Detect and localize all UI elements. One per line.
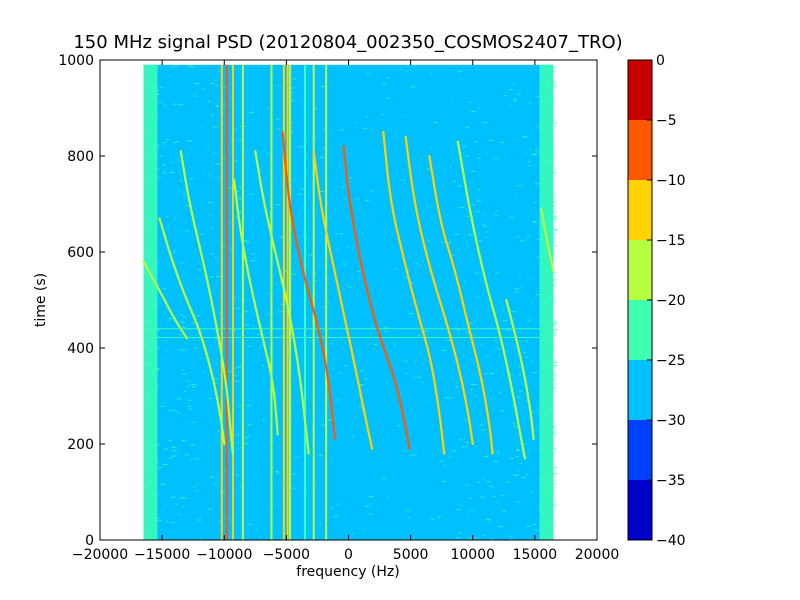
- y-axis-ticks: 0 200 400 600 800 1000: [58, 53, 597, 549]
- doppler-trace: [505, 298, 535, 441]
- y-tick-label: 0: [85, 533, 94, 549]
- doppler-trace: [281, 130, 336, 441]
- colorbar-band: [628, 480, 652, 540]
- doppler-trace: [456, 140, 526, 460]
- x-tick-label: −5000: [263, 547, 310, 563]
- doppler-trace: [158, 217, 226, 446]
- y-tick-label: 800: [67, 149, 94, 165]
- y-tick-label: 400: [67, 341, 94, 357]
- colorbar: 0 −5 −10 −15 −20 −25 −30 −35 −40: [627, 53, 686, 549]
- doppler-trace: [179, 150, 234, 455]
- colorbar-band: [628, 180, 652, 240]
- colorbar-tick-label: −15: [656, 233, 686, 249]
- colorbar-tick-label: −40: [656, 533, 686, 549]
- colorbar-tick-label: −5: [656, 113, 677, 129]
- colorbar-band: [628, 300, 652, 360]
- doppler-trace: [404, 135, 474, 446]
- colorbar-tick-label: −20: [656, 293, 686, 309]
- doppler-trace: [254, 150, 310, 455]
- x-tick-label: −15000: [134, 547, 190, 563]
- chart-title: 150 MHz signal PSD (20120804_002350_COSM…: [73, 32, 622, 53]
- colorbar-tick-label: −25: [656, 353, 686, 369]
- colorbar-tick-label: 0: [656, 53, 665, 69]
- doppler-trace: [382, 130, 446, 455]
- x-tick-label: 5000: [393, 547, 429, 563]
- doppler-trace: [142, 260, 189, 340]
- heatmap-plot-area: [142, 64, 559, 541]
- doppler-trace: [540, 207, 555, 273]
- colorbar-band: [628, 420, 652, 480]
- x-axis-label: frequency (Hz): [296, 564, 399, 580]
- colorbar-tick-label: −35: [656, 473, 686, 489]
- colorbar-tick-label: −30: [656, 413, 686, 429]
- left-edge-band: [143, 64, 158, 541]
- y-tick-label: 200: [67, 437, 94, 453]
- doppler-trace: [312, 150, 374, 450]
- y-tick-label: 1000: [58, 53, 94, 69]
- colorbar-tick-label: −10: [656, 173, 686, 189]
- y-axis-label: time (s): [33, 273, 49, 327]
- x-tick-label: 20000: [575, 547, 620, 563]
- colorbar-band: [628, 240, 652, 300]
- x-tick-label: 0: [344, 547, 353, 563]
- x-tick-label: 15000: [513, 547, 558, 563]
- colorbar-band: [628, 360, 652, 420]
- y-tick-label: 600: [67, 245, 94, 261]
- noise-texture: [143, 65, 559, 540]
- x-axis-ticks: −20000 −15000 −10000 −5000 0 5000 10000 15000 20…: [72, 60, 619, 563]
- x-tick-label: 10000: [450, 547, 495, 563]
- colorbar-band: [628, 60, 652, 120]
- x-tick-label: −10000: [196, 547, 252, 563]
- doppler-trace: [233, 178, 279, 436]
- colorbar-band: [628, 120, 652, 180]
- x-tick-label: −20000: [72, 547, 128, 563]
- doppler-trace: [428, 154, 494, 455]
- doppler-trace: [342, 145, 411, 450]
